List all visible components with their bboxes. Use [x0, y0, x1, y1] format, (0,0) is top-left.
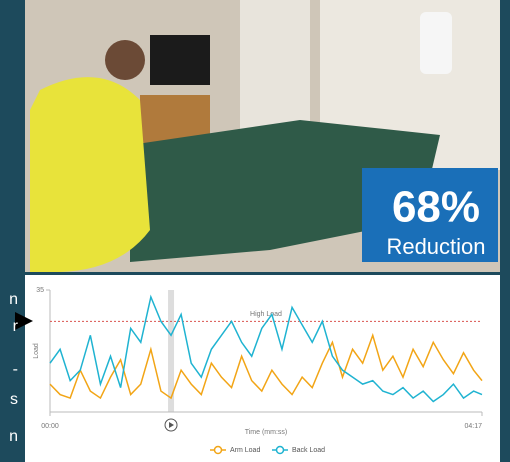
- fragment-text: -: [13, 361, 18, 378]
- x-tick-label: 04:17: [464, 423, 482, 430]
- x-tick-label: 00:00: [41, 423, 59, 430]
- badge-caption: Reduction: [386, 234, 485, 259]
- reference-label: High Load: [250, 311, 282, 318]
- legend-marker: [215, 447, 222, 454]
- fragment-text: n: [9, 428, 18, 445]
- fragment-text: s: [10, 391, 18, 408]
- worker-head: [105, 40, 145, 80]
- tv: [150, 35, 210, 85]
- fragment-text: r: [13, 318, 19, 335]
- page: 68% Reduction nr-sn 3500:0004:17Time (mm…: [0, 0, 510, 462]
- lamp: [420, 12, 452, 74]
- badge-value: 68%: [392, 183, 480, 232]
- y-axis-title: Load: [33, 343, 40, 359]
- legend-marker: [277, 447, 284, 454]
- fragment-text: n: [9, 291, 18, 308]
- legend-label: Back Load: [292, 447, 325, 454]
- legend-label: Arm Load: [230, 447, 260, 454]
- worker: [30, 77, 150, 272]
- y-tick-label: 35: [36, 287, 44, 294]
- x-axis-title: Time (mm:ss): [245, 429, 288, 436]
- screen: 68% Reduction nr-sn 3500:0004:17Time (mm…: [0, 0, 510, 462]
